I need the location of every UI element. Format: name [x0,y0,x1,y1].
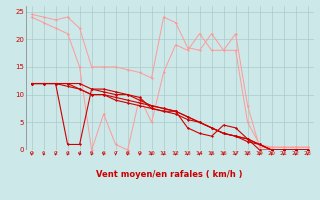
X-axis label: Vent moyen/en rafales ( km/h ): Vent moyen/en rafales ( km/h ) [96,170,243,179]
